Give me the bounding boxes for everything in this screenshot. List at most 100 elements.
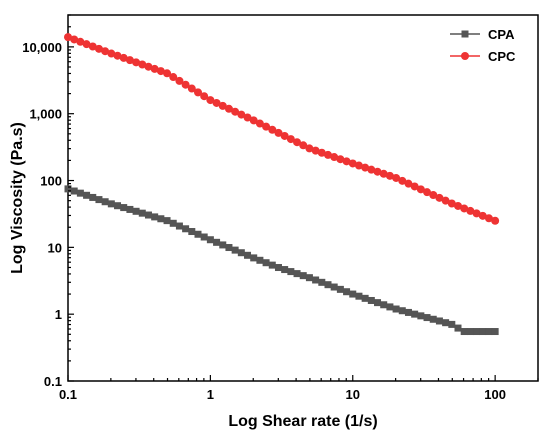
- data-point: [423, 188, 432, 197]
- data-point: [417, 312, 425, 320]
- data-point: [385, 171, 394, 180]
- data-point: [255, 119, 264, 128]
- y-tick-label: 1: [55, 307, 62, 322]
- data-point: [212, 98, 221, 107]
- data-point: [305, 144, 314, 153]
- data-point: [349, 290, 357, 298]
- series-layer: [64, 33, 500, 336]
- data-point: [70, 35, 79, 44]
- data-point: [175, 222, 183, 230]
- data-point: [175, 76, 184, 85]
- data-point: [163, 217, 171, 225]
- data-point: [157, 215, 165, 223]
- data-point: [262, 259, 270, 267]
- data-point: [380, 301, 388, 309]
- data-point: [286, 135, 295, 144]
- x-tick-label: 10: [346, 387, 360, 402]
- data-point: [343, 288, 351, 296]
- data-point: [120, 204, 128, 212]
- data-point: [460, 328, 468, 336]
- data-point: [107, 49, 116, 58]
- data-point: [484, 214, 493, 223]
- data-point: [299, 141, 308, 150]
- y-tick-label: 0.1: [44, 374, 62, 389]
- data-point: [76, 37, 85, 46]
- data-point: [94, 44, 103, 53]
- data-point: [442, 319, 450, 327]
- data-point: [262, 122, 271, 131]
- data-point: [125, 56, 134, 65]
- data-point: [169, 219, 177, 227]
- data-point: [144, 62, 153, 71]
- data-point: [151, 213, 159, 221]
- legend-label: CPC: [488, 49, 516, 64]
- data-point: [392, 173, 401, 182]
- data-point: [336, 285, 344, 293]
- data-point: [268, 125, 277, 134]
- data-point: [107, 200, 115, 208]
- data-point: [423, 314, 431, 322]
- y-axis-title: Log Viscosity (Pa.s): [9, 122, 26, 274]
- data-point: [453, 201, 462, 210]
- data-point: [150, 64, 159, 73]
- data-point: [361, 294, 369, 302]
- legend: CPA CPC: [450, 27, 516, 64]
- data-point: [206, 96, 215, 105]
- ticks-layer: 0.1 1 10 100 0.1 1 10 100 1,000 10,000: [22, 14, 539, 402]
- data-point: [144, 211, 152, 219]
- data-point: [83, 191, 91, 199]
- data-point: [163, 69, 172, 78]
- data-point: [206, 236, 214, 244]
- data-point: [435, 317, 443, 325]
- data-point: [274, 128, 283, 137]
- data-point: [268, 261, 276, 269]
- data-point: [454, 324, 462, 332]
- data-point: [367, 165, 376, 174]
- data-point: [224, 104, 233, 113]
- data-point: [89, 193, 97, 201]
- data-point: [169, 73, 178, 82]
- data-point: [101, 47, 110, 56]
- y-tick-label: 10,000: [22, 40, 62, 55]
- data-point: [138, 60, 147, 69]
- data-point: [101, 198, 109, 206]
- data-point: [225, 244, 233, 252]
- data-point: [460, 204, 469, 213]
- data-point: [281, 266, 289, 274]
- data-point: [126, 205, 134, 213]
- data-point: [317, 148, 326, 157]
- data-point: [114, 202, 122, 210]
- data-point: [119, 53, 128, 62]
- data-point: [491, 216, 500, 225]
- data-point: [374, 299, 382, 307]
- data-point: [416, 185, 425, 194]
- data-point: [361, 163, 370, 172]
- data-point: [336, 155, 345, 164]
- data-point: [293, 138, 302, 147]
- x-tick-label: 100: [484, 387, 506, 402]
- data-point: [312, 276, 320, 284]
- data-point: [200, 92, 209, 101]
- series-cpa: [64, 185, 499, 336]
- data-point: [354, 161, 363, 170]
- x-tick-label: 0.1: [59, 387, 77, 402]
- data-point: [64, 185, 72, 193]
- data-point: [70, 187, 78, 195]
- data-point: [231, 107, 240, 116]
- legend-item-cpa: CPA: [450, 27, 515, 42]
- data-point: [194, 230, 202, 238]
- data-point: [274, 264, 282, 272]
- data-point: [237, 249, 245, 257]
- data-point: [132, 207, 140, 215]
- data-point: [485, 328, 493, 336]
- data-point: [250, 254, 258, 262]
- data-point: [330, 153, 339, 162]
- data-point: [200, 233, 208, 241]
- data-point: [305, 274, 313, 282]
- data-point: [398, 176, 407, 185]
- data-point: [113, 51, 122, 60]
- data-point: [181, 80, 190, 89]
- data-point: [429, 315, 437, 323]
- data-point: [491, 328, 499, 336]
